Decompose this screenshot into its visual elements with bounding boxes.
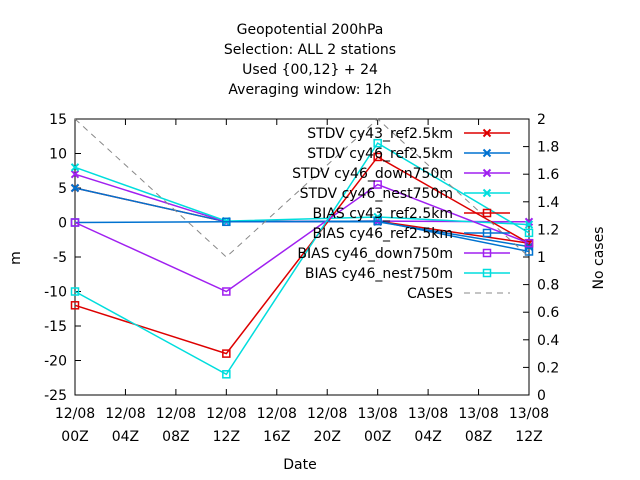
- x-tick-label-date: 12/08: [105, 406, 145, 422]
- y2-tick-label: 1.4: [537, 195, 559, 211]
- legend-label-stdv-cy46-nest750m: STDV cy46_nest750m: [300, 186, 453, 202]
- series-line-stdv-cy46-nest750m: [74, 166, 530, 226]
- x-tick-label-hour: 00Z: [364, 429, 391, 445]
- legend-marker-stdv-cy46-nest750m: [482, 188, 492, 198]
- data-point-bias-cy46-down750m: [222, 287, 231, 296]
- series-bias-cy46-nest750m: [70, 138, 534, 379]
- chart-title-line-2: Selection: ALL 2 stations: [224, 42, 396, 58]
- data-point-stdv-cy46-nest750m: [70, 163, 80, 172]
- series-group: [70, 118, 534, 379]
- series-bias-cy46-down750m: [70, 180, 534, 296]
- y-tick-label: 0: [58, 216, 67, 232]
- x-tick-label-date: 13/08: [509, 406, 549, 422]
- x-tick-label-hour: 12Z: [515, 429, 542, 445]
- x-tick-label-date: 12/08: [257, 406, 297, 422]
- x-tick-label-date: 13/08: [458, 406, 498, 422]
- x-tick-label-hour: 00Z: [61, 429, 88, 445]
- legend-marker-bias-cy43-ref2-5km: [482, 208, 492, 218]
- x-tick-label-hour: 20Z: [314, 429, 341, 445]
- legend-label-bias-cy46-ref2-5km: BIAS cy46_ref2.5km: [313, 226, 453, 242]
- data-point-bias-cy46-down750m: [70, 218, 80, 227]
- data-point-bias-cy43-ref2-5km: [70, 301, 80, 310]
- data-point-bias-cy46-ref2-5km: [222, 217, 231, 227]
- y2-tick-label: 0.8: [537, 278, 559, 294]
- x-tick-label-date: 13/08: [408, 406, 448, 422]
- y-tick-label: -5: [53, 250, 67, 266]
- legend-label-cases: CASES: [407, 286, 453, 302]
- chart-title-line-1: Geopotential 200hPa: [237, 22, 384, 38]
- data-point-bias-cy46-nest750m: [524, 228, 534, 238]
- legend-label-bias-cy46-down750m: BIAS cy46_down750m: [297, 246, 453, 262]
- chart-title-line-4: Averaging window: 12h: [228, 82, 391, 98]
- data-point-stdv-cy46-ref2-5km: [70, 183, 80, 193]
- y-tick-label: -20: [44, 354, 67, 370]
- y2-tick-label: 2: [537, 112, 546, 128]
- data-point-bias-cy46-ref2-5km: [524, 247, 534, 256]
- data-point-bias-cy46-down750m: [373, 180, 382, 189]
- y-tick-label: -25: [44, 388, 67, 404]
- chart-title-line-3: Used {00,12} + 24: [242, 62, 378, 78]
- legend-marker-bias-cy46-down750m: [482, 248, 492, 258]
- y2-tick-label: 1.8: [537, 140, 559, 156]
- x-tick-label-date: 12/08: [307, 406, 347, 422]
- legend-label-bias-cy43-ref2-5km: BIAS cy43_ref2.5km: [313, 206, 453, 222]
- x-tick-label-hour: 16Z: [263, 429, 290, 445]
- series-line-bias-cy43-ref2-5km: [74, 155, 530, 355]
- legend-label-bias-cy46-nest750m: BIAS cy46_nest750m: [305, 266, 453, 282]
- y2-tick-label: 0.4: [537, 333, 559, 349]
- y2-tick-label: 0: [537, 388, 546, 404]
- data-point-stdv-cy46-nest750m: [524, 220, 534, 229]
- x-tick-label-hour: 04Z: [112, 429, 139, 445]
- y-tick-label: -15: [44, 319, 67, 335]
- legend-marker-stdv-cy46-down750m: [482, 168, 492, 178]
- data-point-bias-cy46-nest750m: [222, 370, 231, 379]
- y2-tick-label: 1.6: [537, 167, 559, 183]
- y2-tick-label: 0.2: [537, 360, 559, 376]
- y-tick-label: 15: [49, 112, 67, 128]
- data-point-bias-cy46-nest750m: [373, 138, 382, 148]
- legend-label-stdv-cy46-down750m: STDV cy46_down750m: [292, 166, 453, 182]
- data-point-bias-cy46-nest750m: [70, 287, 80, 296]
- series-line-bias-cy46-nest750m: [74, 142, 530, 376]
- legend-marker-stdv-cy43-ref2-5km: [482, 128, 492, 138]
- data-point-bias-cy43-ref2-5km: [222, 349, 231, 358]
- y-tick-label: 5: [58, 181, 67, 197]
- legend-marker-bias-cy46-ref2-5km: [482, 228, 492, 238]
- data-point-bias-cy46-down750m: [524, 238, 534, 248]
- y2-tick-label: 1.2: [537, 222, 559, 238]
- x-tick-label-hour: 08Z: [465, 429, 492, 445]
- x-axis-label: Date: [283, 457, 316, 473]
- series-line-bias-cy46-down750m: [74, 183, 530, 293]
- series-line-cases: [74, 118, 530, 258]
- x-tick-label-date: 12/08: [156, 406, 196, 422]
- x-tick-label-hour: 12Z: [213, 429, 240, 445]
- series-cases: [74, 118, 530, 258]
- x-tick-label-date: 13/08: [357, 406, 397, 422]
- y-axis-label: m: [8, 251, 24, 265]
- legend-marker-bias-cy46-nest750m: [482, 268, 492, 278]
- x-tick-label-date: 12/08: [55, 406, 95, 422]
- legend-label-stdv-cy46-ref2-5km: STDV cy46_ref2.5km: [307, 146, 453, 162]
- series-line-bias-cy46-ref2-5km: [74, 220, 530, 253]
- x-tick-label-hour: 08Z: [162, 429, 189, 445]
- y2-tick-label: 1: [537, 250, 546, 266]
- data-point-bias-cy43-ref2-5km: [373, 152, 382, 162]
- data-point-bias-cy46-ref2-5km: [373, 216, 382, 226]
- y2-tick-label: 0.6: [537, 305, 559, 321]
- y-tick-label: 10: [49, 147, 67, 163]
- y2-axis-label: No cases: [591, 227, 607, 290]
- x-tick-label-hour: 04Z: [414, 429, 441, 445]
- legend-marker-stdv-cy46-ref2-5km: [482, 148, 492, 158]
- legend: STDV cy43_ref2.5km STDV cy46_ref2.5km STDV…: [292, 126, 510, 302]
- data-point-stdv-cy46-down750m: [70, 169, 80, 179]
- legend-label-stdv-cy43-ref2-5km: STDV cy43_ref2.5km: [307, 126, 453, 142]
- y-tick-label: -10: [44, 285, 67, 301]
- tick-group: -25 -20 -15 -10 -5 0 5 10 15 0 0.2 0.4 0.6 0.8 1 1.2 1.4…: [44, 112, 559, 445]
- x-tick-label-date: 12/08: [206, 406, 246, 422]
